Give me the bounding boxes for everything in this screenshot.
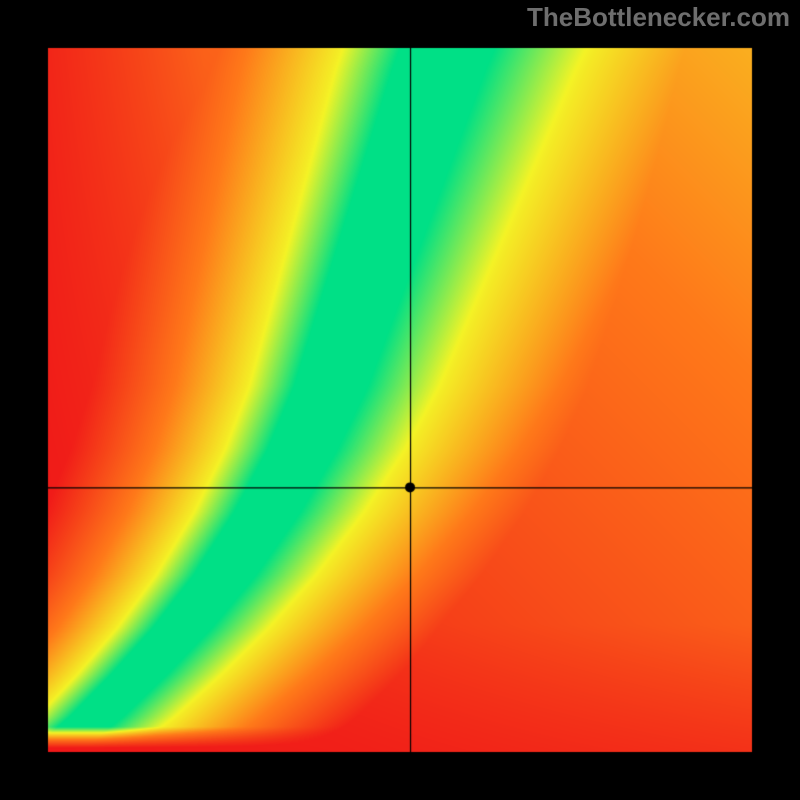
bottleneck-heatmap: [0, 0, 800, 800]
watermark-text: TheBottlenecker.com: [527, 2, 790, 33]
chart-container: TheBottlenecker.com: [0, 0, 800, 800]
